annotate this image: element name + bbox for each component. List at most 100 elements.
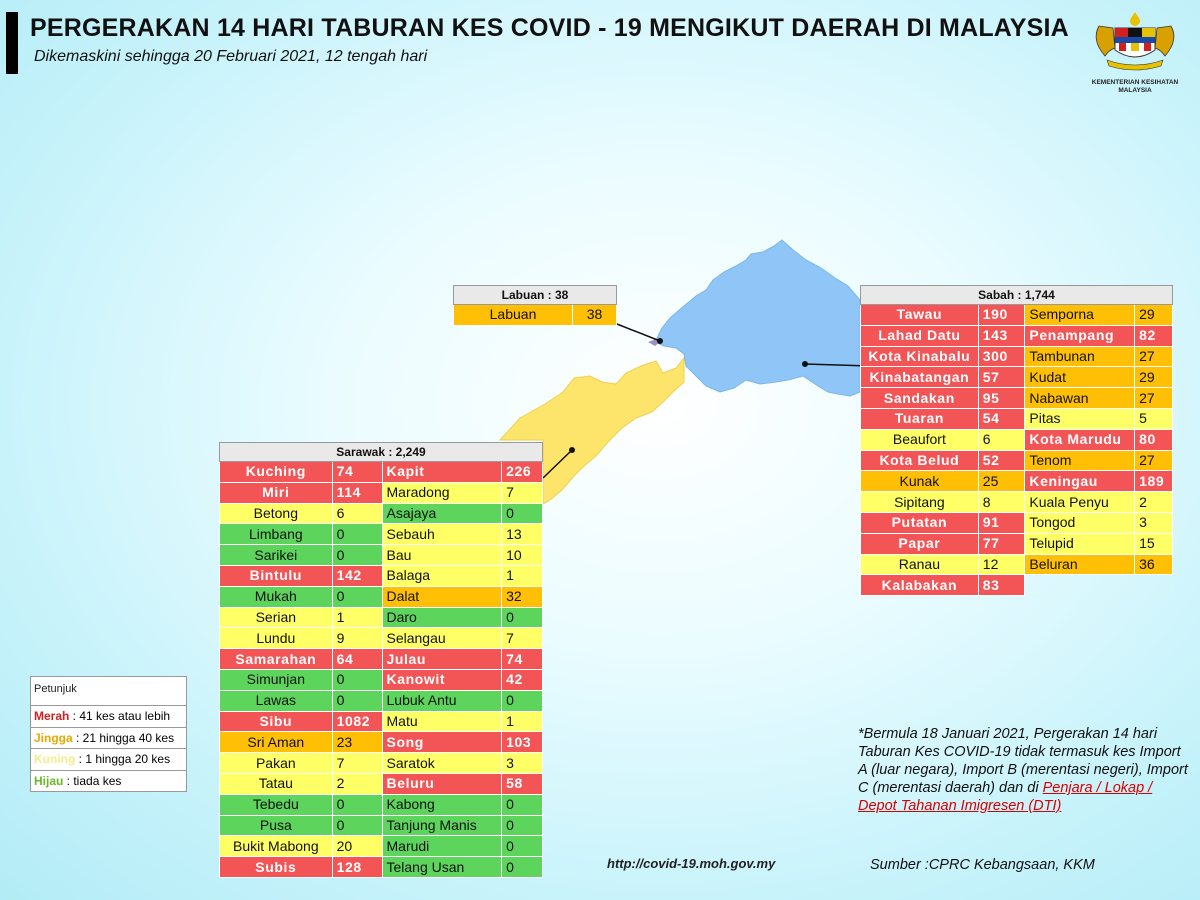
district-name: Sarikei [219,544,333,566]
case-count: 0 [501,606,543,629]
district-name: Simunjan [219,668,333,691]
legend-key: Hijau [34,773,64,788]
case-count: 1 [501,564,543,587]
district-name: Beaufort [860,428,979,451]
case-count: 27 [1134,387,1173,409]
case-count: 3 [1134,511,1173,534]
case-count: 0 [331,544,383,566]
district-name: Serian [219,606,333,629]
table-row: Lundu 9 Selangau 7 [219,627,543,650]
district-name: Asajaya [381,502,503,525]
table-row: Betong 6 Asajaya 0 [219,502,543,525]
district-name: Matu [381,710,503,733]
table-row: Kota Belud 52 Tenom 27 [860,449,1173,472]
legend: Petunjuk Merah : 41 kes atau lebih Jingg… [30,676,187,792]
case-count: 74 [331,461,383,483]
district-name: Julau [381,648,503,670]
table-row: Mukah 0 Dalat 32 [219,585,543,608]
footnote-link[interactable]: Penjara / Lokap / Depot Tahanan Imigrese… [858,780,1153,814]
district-name: Betong [219,502,333,525]
table-row: Bukit Mabong 20 Marudi 0 [219,835,543,858]
sabah-table-header: Sabah : 1,744 [860,285,1173,305]
district-name: Maradong [381,481,503,504]
case-count: 29 [1134,366,1173,389]
case-count: 190 [977,304,1026,326]
table-row: Sandakan 95 Nabawan 27 [860,387,1173,409]
case-count: 74 [501,648,543,670]
case-count: 103 [501,731,543,754]
case-count: 64 [331,648,383,670]
district-name: Putatan [860,511,979,534]
table-row: Samarahan 64 Julau 74 [219,648,543,670]
sarawak-table: Sarawak : 2,249 Kuching 74 Kapit 226 Miri 114… [219,442,543,878]
district-name: Dalat [381,585,503,608]
case-count: 189 [1134,470,1173,493]
case-count: 7 [501,481,543,504]
table-row: Tebedu 0 Kabong 0 [219,793,543,816]
district-name: Kapit [381,461,503,483]
case-count: 0 [501,856,543,878]
table-row: Tawau 190 Semporna 29 [860,304,1173,326]
district-name: Penampang [1024,324,1136,347]
case-count: 0 [331,668,383,691]
table-row: Kuching 74 Kapit 226 [219,461,543,483]
case-count: 143 [977,324,1026,347]
sabah-region [654,239,861,397]
district-name: Kinabatangan [860,366,979,389]
case-count: 1 [501,710,543,733]
district-name: Kota Marudu [1024,428,1136,451]
website-url[interactable]: http://covid-19.moh.gov.my [607,856,776,871]
table-row: Kota Kinabalu 300 Tambunan 27 [860,345,1173,368]
district-name: Lubuk Antu [381,689,503,712]
case-count: 2 [331,772,383,795]
table-row: Lawas 0 Lubuk Antu 0 [219,689,543,712]
case-count: 0 [501,502,543,525]
legend-item-jingga: Jingga : 21 hingga 40 kes [31,726,186,749]
table-row: Ranau 12 Beluran 36 [860,553,1173,576]
case-count: 0 [331,793,383,816]
case-count: 57 [977,366,1026,389]
case-count: 12 [977,553,1026,576]
case-count: 1082 [331,710,383,733]
table-row: Limbang 0 Sebauh 13 [219,523,543,546]
legend-key: Merah [34,709,70,723]
district-name: Telang Usan [381,856,503,878]
case-count: 25 [977,470,1026,493]
case-count: 6 [331,502,383,525]
sarawak-pointer-dot [569,447,575,453]
district-name: Bintulu [219,564,333,587]
district-name: Tebedu [219,793,333,816]
source-credit: Sumber :CPRC Kebangsaan, KKM [870,857,1095,873]
table-row: Serian 1 Daro 0 [219,606,543,629]
district-name: Tanjung Manis [381,814,503,837]
case-count: 142 [331,564,383,587]
case-count: 82 [1134,324,1173,347]
district-name: Telupid [1024,532,1136,555]
district-name: Song [381,731,503,754]
case-count: 29 [1134,304,1173,326]
table-row: Miri 114 Maradong 7 [219,481,543,504]
district-name: Semporna [1024,304,1136,326]
district-name: Lahad Datu [860,324,979,347]
table-row: Kalabakan 83 [860,574,1173,597]
district-name: Pitas [1024,407,1136,430]
case-count: 0 [331,523,383,546]
case-count: 0 [501,793,543,816]
case-count: 20 [331,835,383,858]
case-count: 3 [501,752,543,774]
legend-item-kuning: Kuning : 1 hingga 20 kes [31,748,186,770]
labuan-table: Labuan : 38 Labuan 38 [453,285,617,326]
legend-item-hijau: Hijau : tiada kes [31,769,186,792]
table-row: Papar 77 Telupid 15 [860,532,1173,555]
case-count: 0 [501,835,543,858]
district-name: Mukah [219,585,333,608]
case-count: 0 [331,814,383,837]
legend-key: Kuning [34,752,76,766]
legend-desc: : 1 hingga 20 kes [75,752,171,766]
page-title: PERGERAKAN 14 HARI TABURAN KES COVID - 1… [30,14,1069,42]
table-row: Pakan 7 Saratok 3 [219,752,543,774]
case-count: 6 [977,428,1026,451]
district-name: Nabawan [1024,387,1136,409]
case-count: 27 [1134,449,1173,472]
district-name: Sibu [219,710,333,733]
